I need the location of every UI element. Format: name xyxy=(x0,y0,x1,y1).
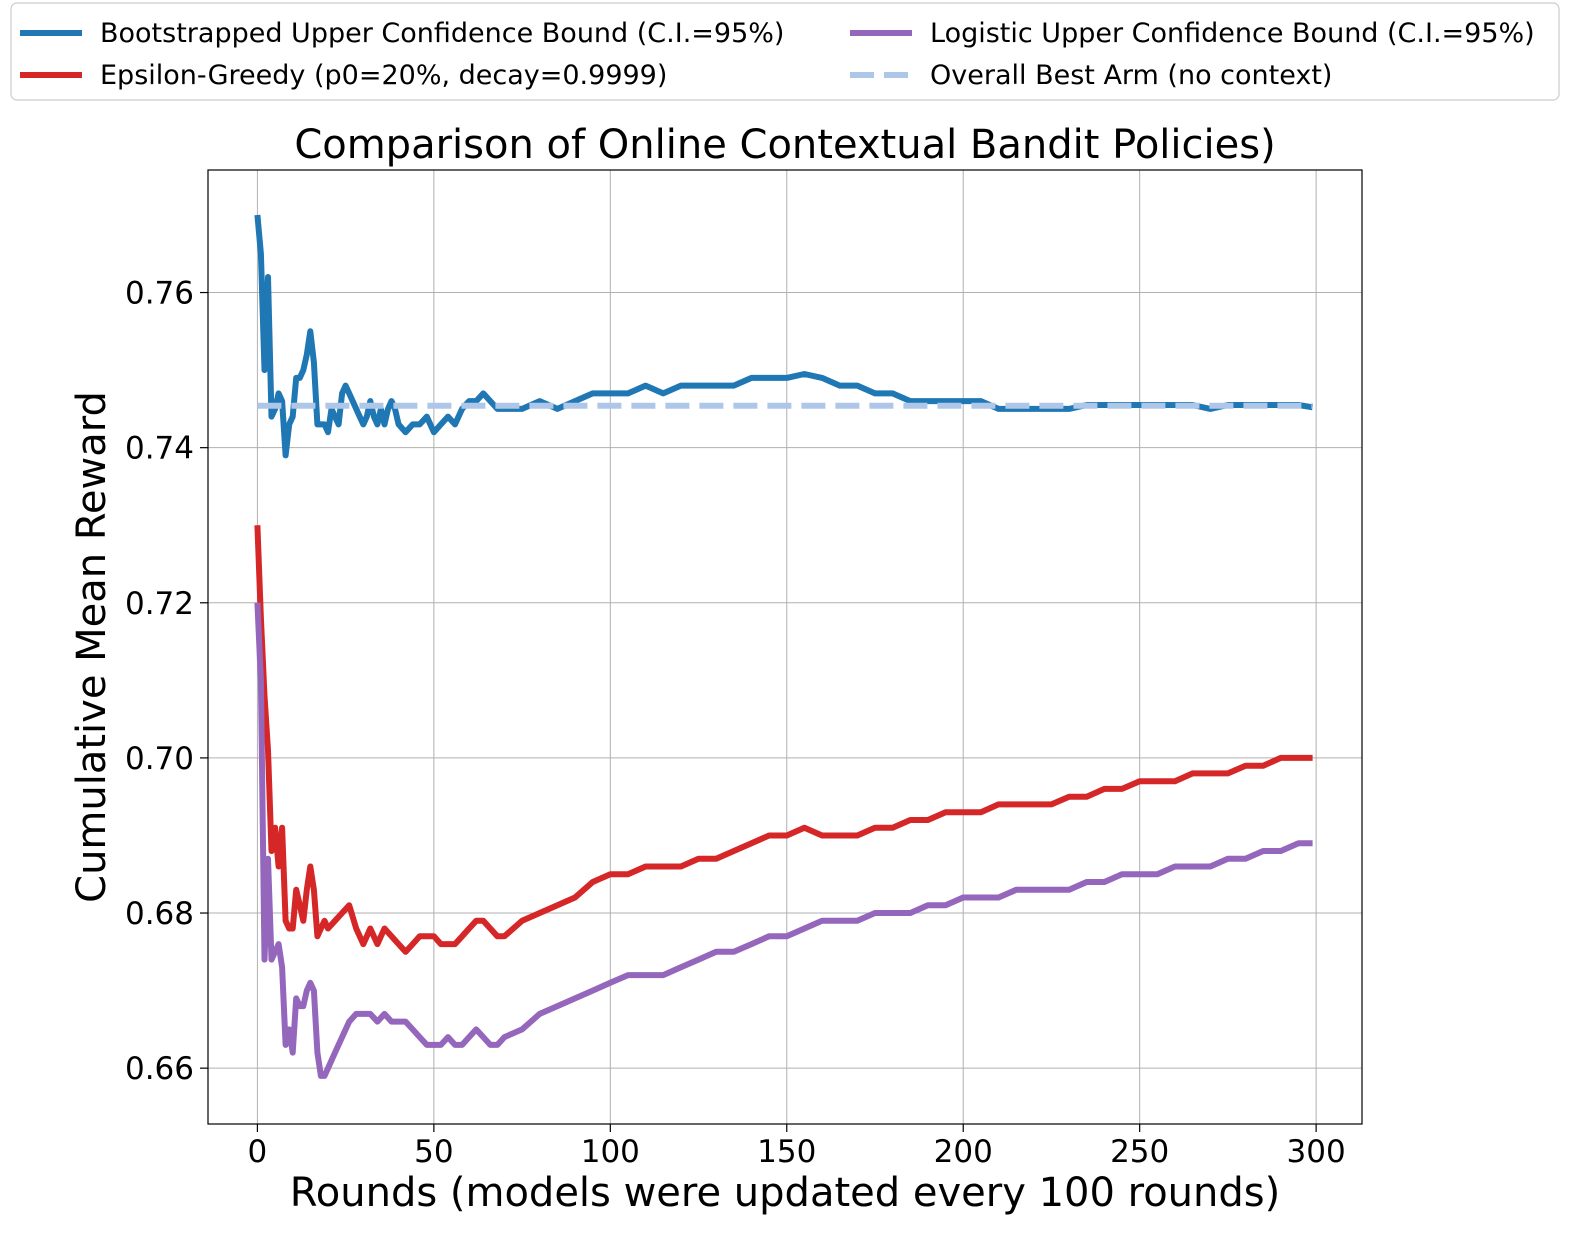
y-axis-label: Cumulative Mean Reward xyxy=(69,391,115,903)
x-tick-label: 100 xyxy=(581,1134,640,1170)
series-lines xyxy=(254,214,1314,1079)
y-tick-label: 0.66 xyxy=(125,1051,194,1087)
y-tick-label: 0.74 xyxy=(125,431,194,467)
x-tick-label: 150 xyxy=(757,1134,816,1170)
x-tick-label: 0 xyxy=(248,1134,268,1170)
y-tick-label: 0.72 xyxy=(125,586,194,622)
legend-label: Logistic Upper Confidence Bound (C.I.=95… xyxy=(930,18,1535,49)
legend-label: Overall Best Arm (no context) xyxy=(930,60,1332,91)
x-axis-label: Rounds (models were updated every 100 ro… xyxy=(290,1170,1280,1216)
y-tick-label: 0.76 xyxy=(125,276,194,312)
x-tick-label: 250 xyxy=(1110,1134,1169,1170)
legend-label: Bootstrapped Upper Confidence Bound (C.I… xyxy=(100,18,784,49)
series-line-1 xyxy=(254,214,1314,459)
grid-lines xyxy=(208,170,1362,1124)
y-tick-label: 0.68 xyxy=(125,896,194,932)
x-tick-label: 200 xyxy=(934,1134,993,1170)
x-tick-label: 300 xyxy=(1287,1134,1346,1170)
legend-frame xyxy=(10,2,1560,101)
plot-frame xyxy=(207,169,1363,1125)
series-line-3 xyxy=(254,602,1313,1079)
chart-title: Comparison of Online Contextual Bandit P… xyxy=(294,122,1275,168)
axis-ticks: 0 50 100 150 200 250 300 0.66 0.68 0.70 0.72 0.74 0.… xyxy=(125,276,1346,1170)
y-tick-label: 0.70 xyxy=(125,741,194,777)
legend-label: Epsilon-Greedy (p0=20%, decay=0.9999) xyxy=(100,60,667,91)
legend: Bootstrapped Upper Confidence Bound (C.I… xyxy=(10,2,1560,101)
x-tick-label: 50 xyxy=(414,1134,453,1170)
series-line-2 xyxy=(254,525,1313,955)
